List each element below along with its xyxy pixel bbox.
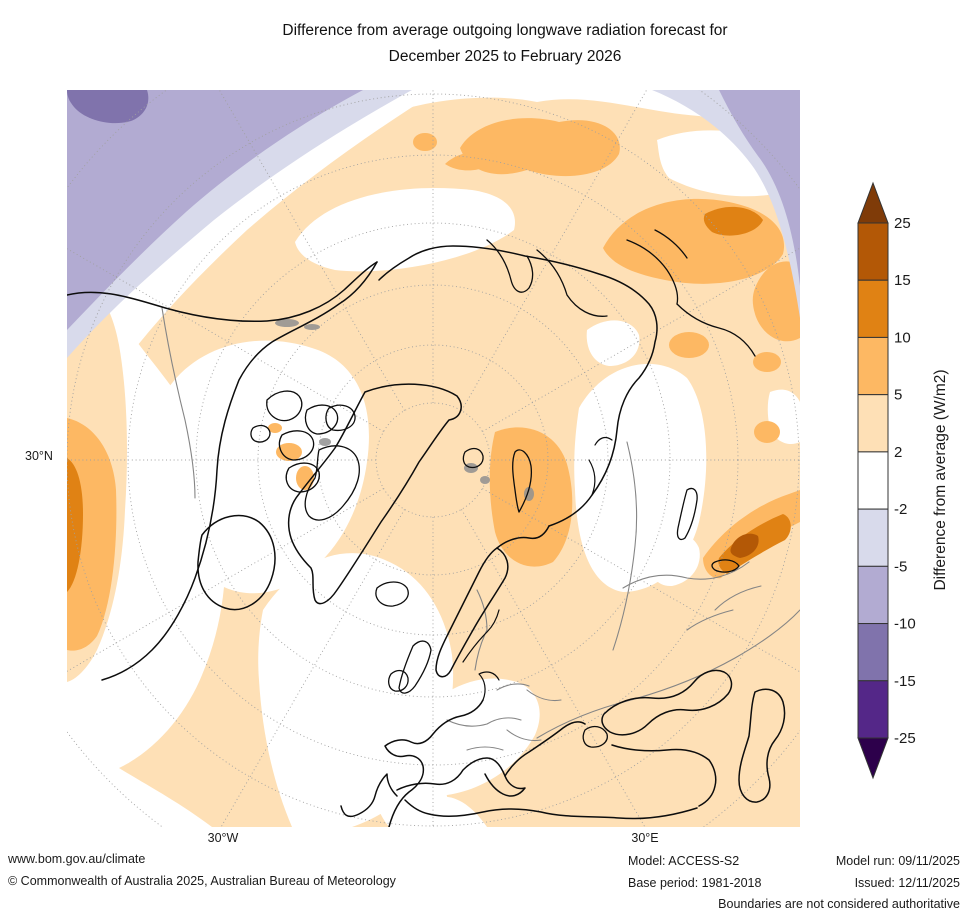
colorbar-arrow-top bbox=[857, 181, 889, 224]
footer-model-row: Model: ACCESS-S2 Model run: 09/11/2025 bbox=[628, 854, 960, 868]
chart-title: Difference from average outgoing longwav… bbox=[45, 18, 965, 70]
colorbar-tick-label: -25 bbox=[894, 730, 916, 747]
footer-left: www.bom.gov.au/climate © Commonwealth of… bbox=[8, 848, 396, 892]
colorbar-tick-label: -2 bbox=[894, 501, 907, 518]
colorbar: 25 15 10 5 2 -2 -5 -10 -15 -25 Difference from ave… bbox=[850, 175, 965, 800]
colorbar-segment bbox=[857, 279, 889, 338]
colorbar-tick-label: 25 bbox=[894, 215, 911, 232]
colorbar-segment bbox=[857, 336, 889, 396]
footer-issued: Issued: 12/11/2025 bbox=[854, 876, 960, 890]
footer-url[interactable]: www.bom.gov.au/climate bbox=[8, 852, 146, 866]
colorbar-tick-label: 10 bbox=[894, 329, 911, 346]
colorbar-tick-label: -5 bbox=[894, 558, 907, 575]
coastlines bbox=[67, 229, 786, 827]
colorbar-segment bbox=[857, 565, 889, 625]
footer-base-period: Base period: 1981-2018 bbox=[628, 876, 762, 890]
country-borders bbox=[161, 307, 800, 751]
colorbar-tick-label: -10 bbox=[894, 616, 916, 633]
footer-base-row: Base period: 1981-2018 Issued: 12/11/202… bbox=[628, 876, 960, 890]
polar-map-svg bbox=[67, 90, 800, 827]
colorbar-tick-label: -15 bbox=[894, 673, 916, 690]
footer-disclaimer: Boundaries are not considered authoritat… bbox=[718, 897, 960, 911]
colorbar-segment bbox=[857, 394, 889, 453]
lon-30e-label: 30°E bbox=[631, 831, 659, 845]
colorbar-arrow-bottom bbox=[857, 737, 889, 780]
colorbar-segment bbox=[857, 680, 889, 739]
map-area bbox=[67, 90, 800, 827]
colorbar-tick-label: 2 bbox=[894, 444, 902, 461]
colorbar-svg: 25 15 10 5 2 -2 -5 -10 -15 -25 Difference from ave… bbox=[857, 181, 949, 780]
chart-title-line1: Difference from average outgoing longwav… bbox=[282, 22, 728, 39]
colorbar-segment bbox=[857, 623, 889, 682]
footer-model: Model: ACCESS-S2 bbox=[628, 854, 740, 868]
chart-title-line2: December 2025 to February 2026 bbox=[388, 48, 622, 65]
colorbar-axis-label: Difference from average (W/m2) bbox=[932, 369, 949, 590]
colorbar-tick-label: 5 bbox=[894, 387, 902, 404]
fill-regions bbox=[67, 90, 800, 827]
footer-copyright: © Commonwealth of Australia 2025, Austra… bbox=[8, 874, 396, 888]
colorbar-tick-label: 15 bbox=[894, 272, 911, 289]
graticule bbox=[67, 90, 800, 827]
colorbar-segment bbox=[857, 222, 889, 281]
footer-model-run: Model run: 09/11/2025 bbox=[835, 854, 960, 868]
lon-30w-label: 30°W bbox=[207, 831, 239, 845]
colorbar-segment bbox=[857, 451, 889, 510]
colorbar-segment bbox=[857, 508, 889, 567]
lat-30n-label: 30°N bbox=[25, 449, 53, 463]
